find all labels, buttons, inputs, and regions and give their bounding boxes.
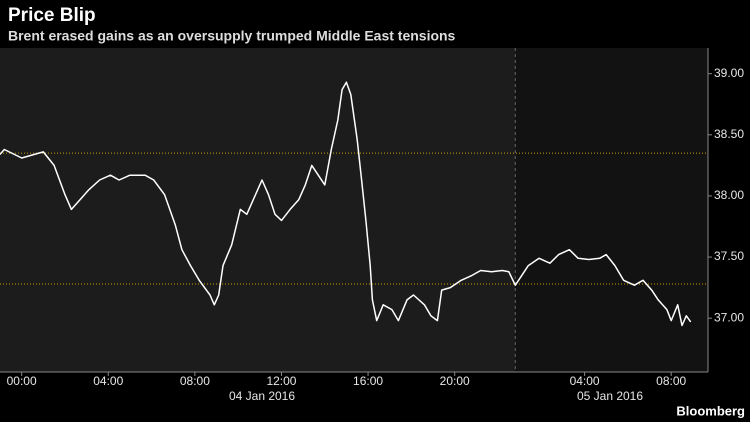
date-label: 04 Jan 2016 (229, 389, 295, 403)
x-tick-label: 16:00 (353, 374, 383, 388)
y-tick-label: 38.00 (714, 188, 744, 202)
plot-area (0, 48, 516, 372)
x-tick-label: 04:00 (93, 374, 123, 388)
y-tick-label: 39.00 (714, 66, 744, 80)
chart-subtitle: Brent erased gains as an oversupply trum… (8, 28, 456, 44)
chart-title: Price Blip (8, 5, 96, 26)
date-label: 05 Jan 2016 (577, 389, 643, 403)
x-tick-label: 00:00 (7, 374, 37, 388)
x-tick-label: 08:00 (180, 374, 210, 388)
x-tick-label: 20:00 (440, 374, 470, 388)
x-tick-label: 08:00 (656, 374, 686, 388)
price-line (0, 81, 692, 327)
x-tick-label: 04:00 (570, 374, 600, 388)
plot-area-next-session (515, 48, 708, 372)
x-tick-label: 12:00 (266, 374, 296, 388)
source: Bloomberg (676, 403, 745, 418)
y-tick-label: 37.50 (714, 249, 744, 263)
y-tick-label: 38.50 (714, 127, 744, 141)
y-tick-label: 37.00 (714, 310, 744, 324)
